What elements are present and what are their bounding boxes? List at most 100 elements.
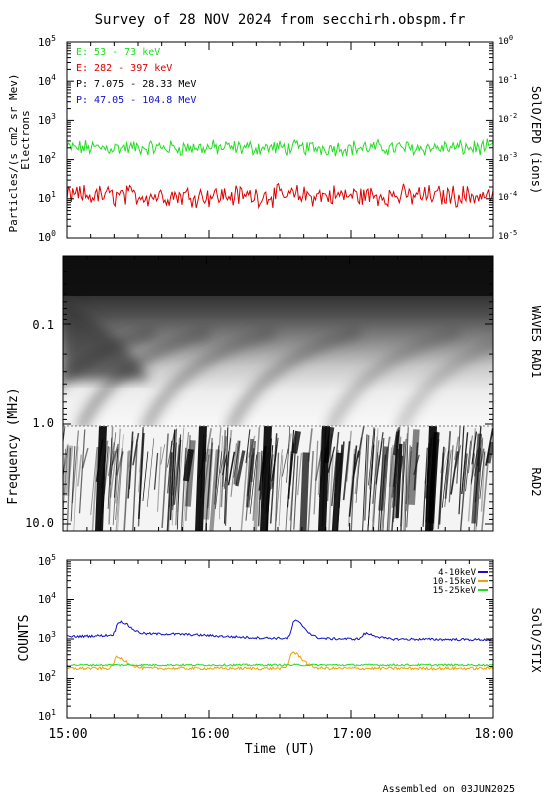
rad2-burst <box>362 434 368 531</box>
epd-legend-p2: P: 47.05 - 104.8 MeV <box>76 95 196 106</box>
rad2-burst <box>167 440 173 494</box>
rad2-burst <box>347 448 356 527</box>
rad2-burst <box>346 430 352 482</box>
rad2-burst <box>253 452 261 531</box>
rad2-burst <box>161 433 169 528</box>
rad2-burst <box>124 451 129 531</box>
rad2-burst <box>400 441 405 531</box>
epd-right-ticklabels: 10-5 10-4 10-3 10-2 10-1 100 <box>498 34 517 242</box>
rad2-burst <box>182 448 188 531</box>
rad2-burst <box>107 437 113 509</box>
rad2-burst <box>377 437 385 531</box>
rad2-burst <box>108 426 114 525</box>
rad2-burst <box>204 442 214 531</box>
waves-ylabel: Frequency (MHz) <box>6 387 21 504</box>
rad2-burst <box>170 429 176 507</box>
rad2-burst <box>176 434 182 530</box>
rad2-burst <box>386 447 392 531</box>
rad2-burst <box>450 451 459 495</box>
rad2-burst <box>139 429 144 473</box>
stix-series-2 <box>67 663 493 667</box>
rad2-burst <box>227 451 236 486</box>
rad2-burst <box>115 451 124 476</box>
rad1-arc-2 <box>140 327 277 433</box>
rad2-burst <box>91 447 99 531</box>
rad2-burst <box>458 426 465 515</box>
xtick-1600: 16:00 <box>190 727 229 742</box>
rad2-burst <box>391 448 400 531</box>
rad2-burst <box>63 426 66 446</box>
rad2-burst <box>76 454 83 487</box>
rad2-burst <box>146 438 155 507</box>
rad2-burst <box>222 454 228 476</box>
stix-ytick-1e4: 104 <box>38 591 56 606</box>
rad2-burst <box>223 427 229 524</box>
rad2-burst <box>388 444 394 488</box>
rad2-burst <box>372 436 378 522</box>
waves-panel: 0.1 1.0 10.0 Frequency (MHz) WAVES RAD1 … <box>6 255 543 532</box>
rad2-burst <box>307 428 313 462</box>
rad2-burst <box>63 445 74 496</box>
rad2-burst <box>169 429 176 521</box>
rad2-burst <box>184 440 196 507</box>
waves-rad2-label: RAD2 <box>529 468 543 497</box>
waves-ytick-1.0: 1.0 <box>32 416 54 430</box>
rad2-burst <box>289 431 297 531</box>
rad2-burst <box>468 435 473 474</box>
stix-ytick-1e3: 103 <box>38 630 56 645</box>
rad2-burst <box>369 433 375 490</box>
rad2-burst <box>233 440 241 485</box>
rad2-burst <box>115 448 123 520</box>
rad2-burst <box>252 426 261 521</box>
rad2-burst <box>214 445 220 505</box>
rad2-burst <box>331 432 340 507</box>
rad2-burst <box>160 444 166 465</box>
rad1-arc-5 <box>395 339 493 433</box>
stix-axis-ticks <box>66 559 494 719</box>
xtick-1700: 17:00 <box>332 727 371 742</box>
rad2-burst <box>461 432 469 495</box>
rad2-burst <box>459 453 468 531</box>
rad2-burst <box>137 428 144 493</box>
stix-series-0 <box>67 619 493 642</box>
epd-series-0 <box>67 138 493 158</box>
rad2-burst <box>350 453 356 531</box>
epd-ytick-1e1: 101 <box>38 190 56 205</box>
rad2-burst <box>156 446 162 512</box>
rad2-burst <box>172 428 177 507</box>
rad2-burst <box>123 450 131 531</box>
rad2-burst <box>382 436 390 531</box>
epd-legend-e2: E: 282 - 397 keV <box>76 63 172 74</box>
rad2-burst <box>166 452 173 531</box>
rad2-burst <box>230 443 238 497</box>
rad2-burst <box>269 433 278 524</box>
waves-rad1-label: WAVES RAD1 <box>529 306 543 378</box>
rad2-burst <box>180 447 187 531</box>
rad2-burst <box>438 446 445 525</box>
stix-ytick-1e2: 102 <box>38 669 56 684</box>
rad2-burst <box>485 428 493 466</box>
rad2-burst <box>368 427 375 486</box>
epd-rtick-1e-1: 10-1 <box>498 73 517 86</box>
rad2-burst <box>481 451 490 531</box>
rad2-burst <box>250 440 256 483</box>
x-axis-label: Time (UT) <box>245 742 315 757</box>
waves-spectrogram <box>63 256 493 531</box>
rad2-burst <box>442 449 449 474</box>
rad2-burst <box>78 429 86 514</box>
rad2-burst <box>275 449 283 522</box>
rad2-burst <box>386 455 395 531</box>
rad2-burst <box>129 441 134 490</box>
rad1-arc-4 <box>325 327 462 433</box>
rad2-burst <box>224 451 230 526</box>
rad1-arc-0 <box>63 327 157 386</box>
epd-ylabel: Particles/(s cm2 sr Mev) <box>7 74 20 233</box>
stix-panel: 101 102 103 104 105 COUNTS SolO/STIX 4-1… <box>17 553 543 757</box>
rad2-burst <box>327 446 336 473</box>
stix-series-1 <box>67 651 493 671</box>
rad2-strong-burst <box>95 425 107 531</box>
rad2-burst <box>378 441 383 466</box>
rad2-burst <box>317 429 323 496</box>
rad2-burst <box>338 444 343 508</box>
rad2-burst <box>173 439 182 505</box>
